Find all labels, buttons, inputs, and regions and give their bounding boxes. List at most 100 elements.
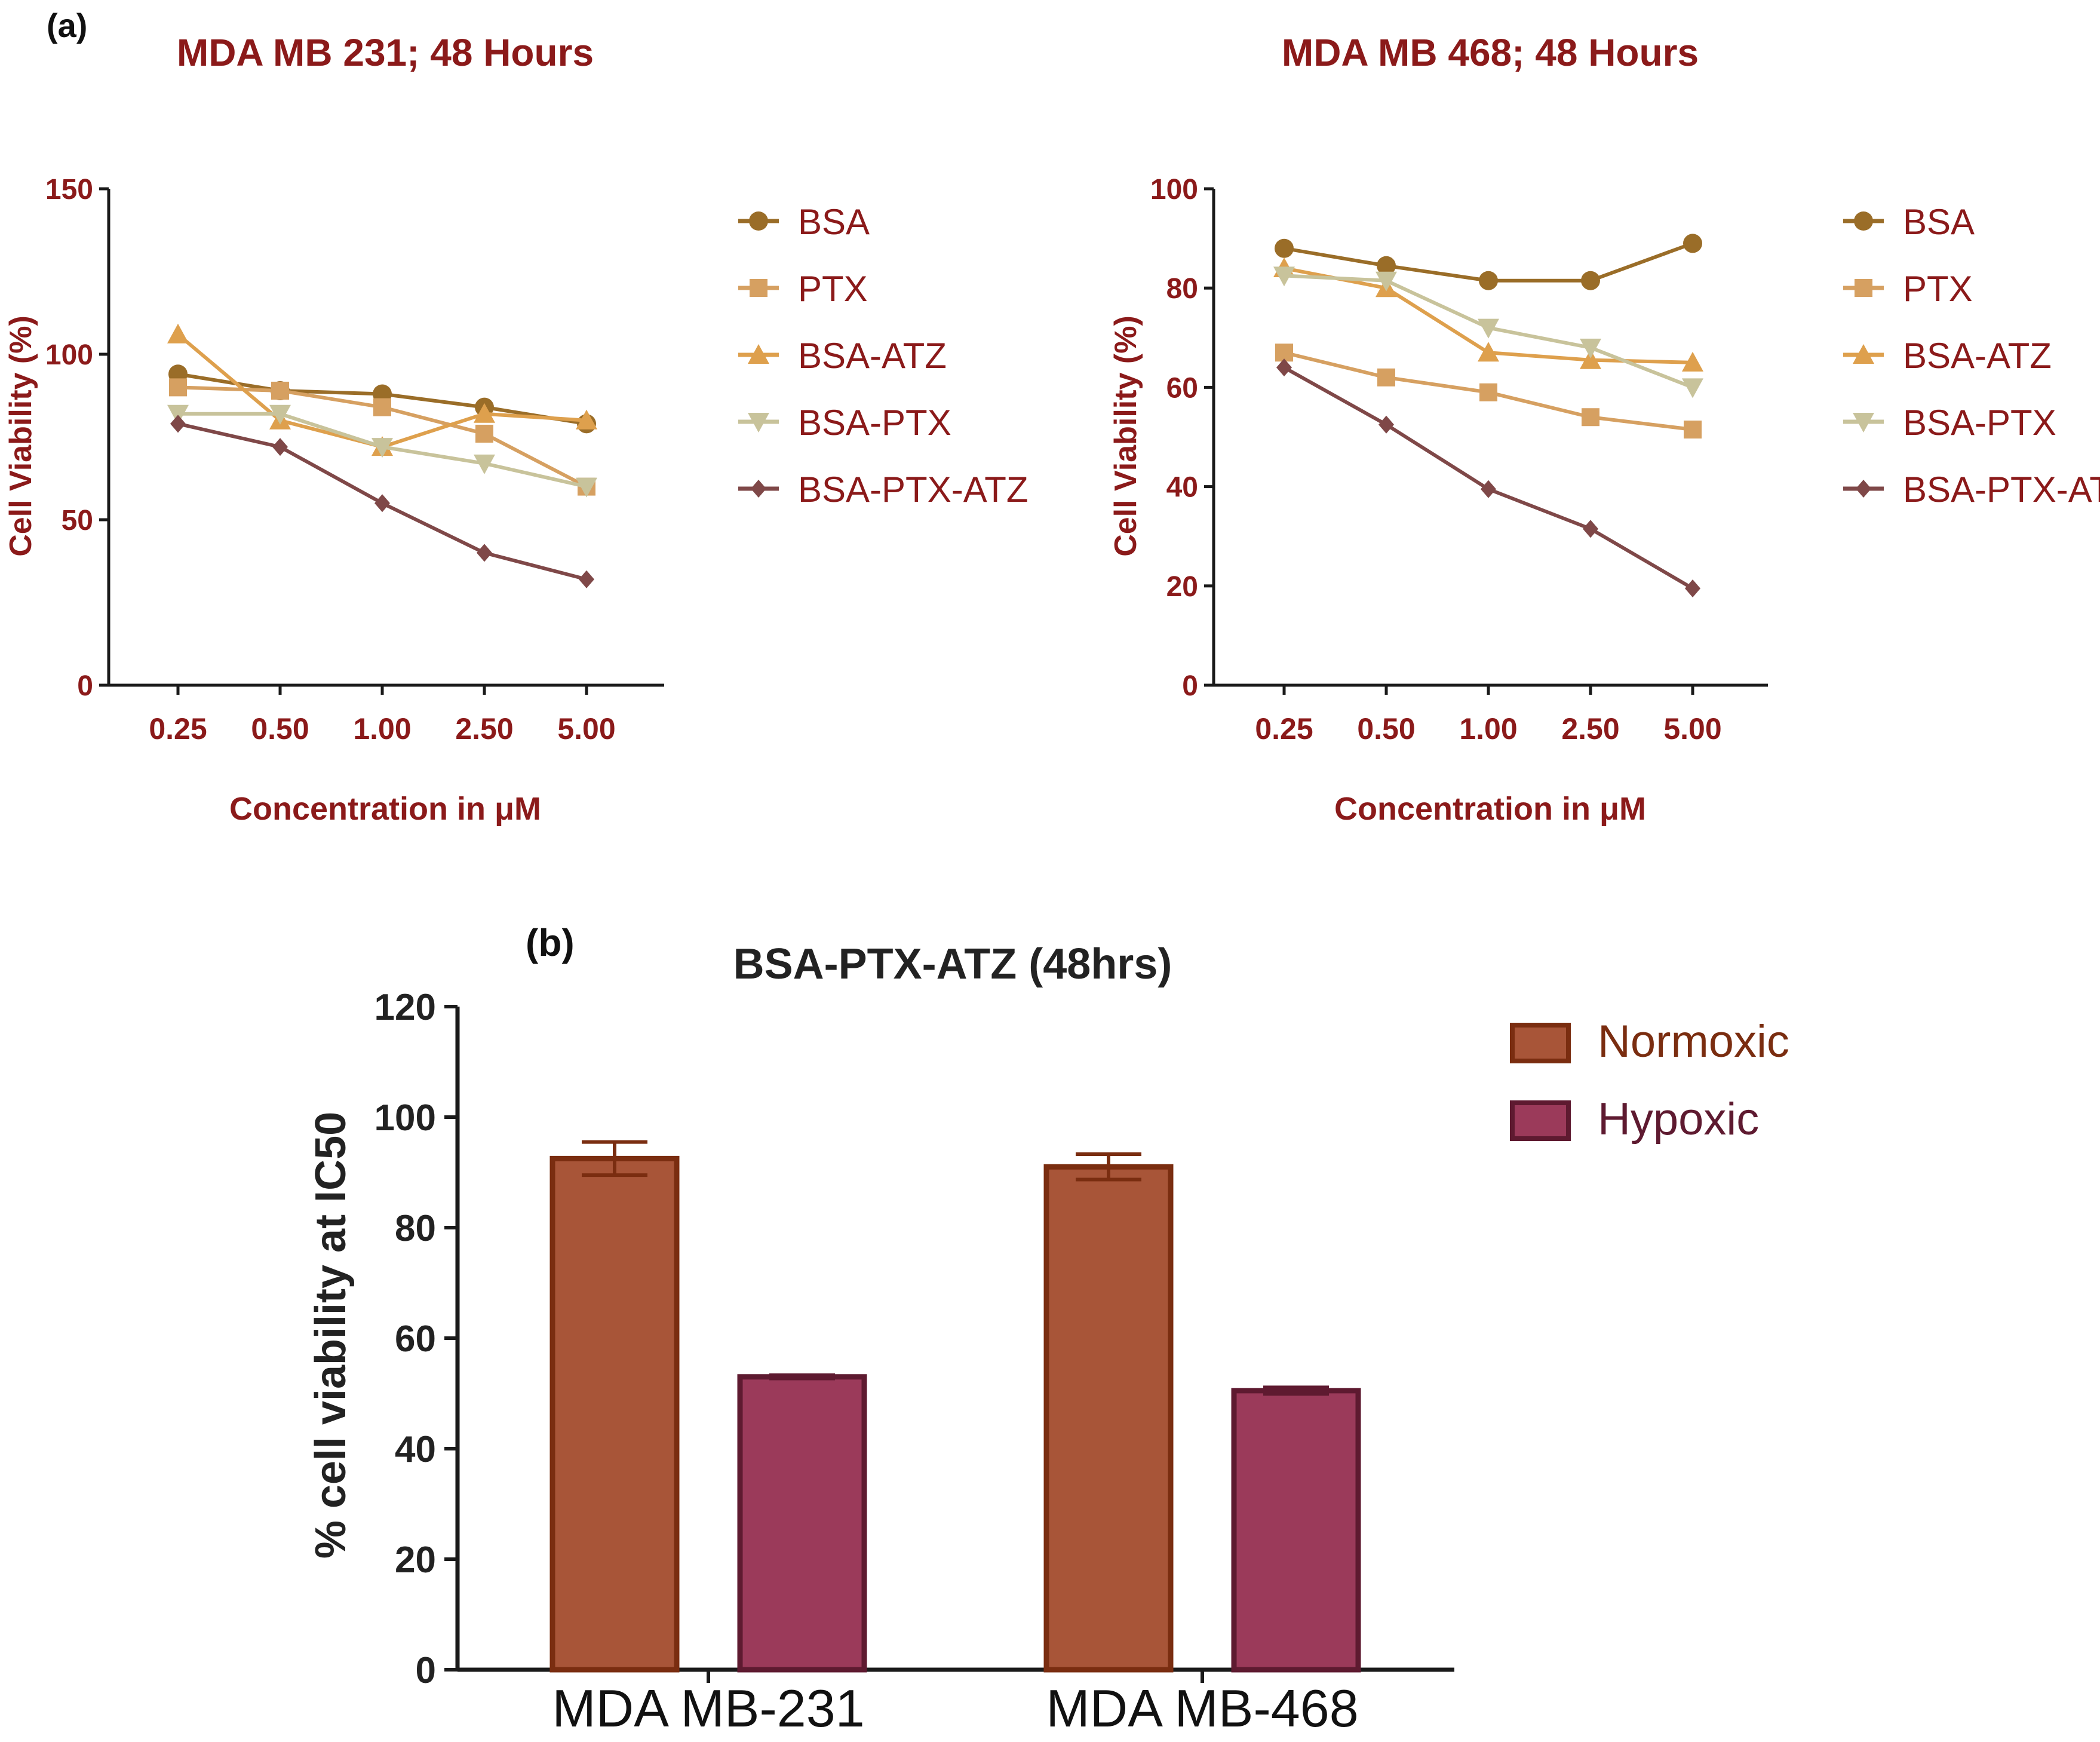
series-lines (167, 323, 597, 588)
legend-marker-bsa (1854, 211, 1873, 231)
line-chart-mb468: MDA MB 468; 48 Hours Cell Viability (%) … (1109, 31, 2100, 827)
legend-label: BSA-ATZ (798, 336, 947, 376)
data-point-bsa (1479, 271, 1498, 290)
data-point-bsa-ptx (1682, 378, 1703, 398)
y-tick-label: 100 (374, 1097, 436, 1139)
data-point-bsa-ptx (1580, 338, 1601, 358)
x-tick-label: 1.00 (1459, 712, 1517, 746)
data-point-bsa-ptx (576, 477, 597, 498)
data-point-ptx (1684, 421, 1702, 439)
y-tick-label: 120 (374, 987, 436, 1028)
legend-label: BSA-PTX-ATZ (798, 470, 1028, 510)
y-axis-label: Cell Viability (%) (1109, 315, 1143, 557)
bars (549, 1140, 1361, 1673)
y-tick-label: 0 (77, 670, 93, 702)
data-point-bsa-ptx-atz (579, 570, 594, 588)
data-point-bsa-ptx (372, 438, 393, 458)
legend-swatch-hypoxic (1510, 1100, 1571, 1141)
data-point-ptx (373, 398, 391, 416)
legend-label: BSA-ATZ (1903, 336, 2052, 376)
legend: BSA PTX BSA-ATZ BSA-PTX BSA-PTX-ATZ (738, 202, 1028, 510)
y-tick-label: 50 (62, 505, 93, 536)
axes: 0 20 40 60 80 100 120 MDA MB-231 MDA MB-468 (374, 987, 1454, 1738)
y-tick-label: 0 (1182, 670, 1198, 702)
data-point-bsa-ptx (1376, 271, 1397, 292)
legend-marker-bsa-ptx (748, 413, 769, 433)
legend-label: PTX (798, 269, 868, 309)
chart-title: MDA MB 468; 48 Hours (1282, 31, 1699, 74)
data-point-bsa-ptx-atz (374, 494, 390, 513)
data-point-bsa (1377, 256, 1396, 275)
data-point-bsa-ptx (474, 454, 495, 474)
data-point-bsa-ptx-atz (1685, 579, 1700, 597)
x-tick-label: 2.50 (455, 712, 513, 746)
data-point-bsa-ptx-atz (272, 438, 288, 456)
data-point-bsa-ptx-atz (1583, 520, 1598, 538)
panel-b-label: (b) (526, 921, 575, 964)
data-point-bsa-atz (576, 409, 597, 430)
data-point-bsa (1683, 234, 1702, 253)
y-tick-label: 150 (45, 174, 93, 206)
data-point-bsa-ptx-atz (1378, 415, 1394, 434)
y-tick-label: 60 (395, 1318, 436, 1360)
bar-chart-ic50: BSA-PTX-ATZ (48hrs) % cell viability at … (307, 940, 1789, 1738)
x-axis-label: Concentration in μM (229, 791, 541, 827)
y-tick-label: 0 (416, 1650, 436, 1691)
panel-a-label: (a) (47, 7, 87, 44)
data-point-bsa-atz (474, 403, 495, 423)
y-axis-label: % cell viability at IC50 (307, 1112, 355, 1559)
x-tick-label: MDA MB-468 (1046, 1679, 1358, 1738)
data-point-ptx (169, 378, 187, 397)
x-tick-label: 5.00 (1663, 712, 1721, 746)
y-tick-label: 40 (395, 1429, 436, 1470)
data-point-bsa-ptx-atz (170, 415, 186, 433)
y-tick-label: 100 (45, 339, 93, 371)
legend-marker-bsa-ptx (1853, 413, 1874, 433)
data-point-bsa-atz (1580, 349, 1601, 369)
y-tick-label: 100 (1150, 174, 1198, 206)
chart-title: MDA MB 231; 48 Hours (177, 31, 594, 74)
x-tick-label: 0.25 (149, 712, 207, 746)
legend-swatch-normoxic (1510, 1023, 1571, 1063)
legend-label: BSA-PTX (1903, 403, 2056, 443)
data-point-bsa-atz (167, 323, 189, 344)
data-point-ptx (1582, 408, 1599, 427)
data-point-bsa-ptx (269, 404, 291, 425)
legend-label: Hypoxic (1598, 1094, 1759, 1145)
x-tick-label: 0.50 (251, 712, 309, 746)
y-tick-label: 40 (1166, 472, 1198, 504)
bar-normoxic-1 (1043, 1164, 1174, 1673)
x-tick-label: 5.00 (557, 712, 615, 746)
x-tick-label: MDA MB-231 (552, 1679, 864, 1738)
legend-label: BSA (1903, 202, 1975, 242)
legend-marker-ptx (1855, 279, 1872, 297)
series-lines (1273, 234, 1703, 597)
x-tick-label: 1.00 (353, 712, 411, 746)
data-point-bsa-ptx (167, 404, 189, 425)
y-tick-label: 20 (1166, 571, 1198, 603)
axes: 0 50 100 150 0.25 0.50 1.00 2.50 5.00 (45, 174, 664, 746)
legend-label: BSA (798, 202, 870, 242)
x-tick-label: 0.50 (1357, 712, 1415, 746)
legend-label: BSA-PTX-ATZ (1903, 470, 2100, 510)
legend-label: Normoxic (1598, 1016, 1789, 1067)
legend: Normoxic Hypoxic (1510, 1016, 1789, 1145)
x-tick-label: 0.25 (1255, 712, 1313, 746)
legend-label: PTX (1903, 269, 1973, 309)
legend-label: BSA-PTX (798, 403, 951, 443)
data-point-bsa (1275, 238, 1294, 258)
axes: 0 20 40 60 80 100 0.25 0.50 1.00 2.50 5.00 (1150, 174, 1768, 746)
data-point-bsa-ptx (1273, 266, 1295, 287)
legend: BSA PTX BSA-ATZ BSA-PTX BSA-PTX-ATZ (1843, 202, 2100, 510)
line-chart-mb231: MDA MB 231; 48 Hours Cell Viability (%) … (4, 31, 1028, 827)
data-point-ptx (475, 424, 493, 443)
y-tick-label: 80 (1166, 273, 1198, 305)
legend-marker-bsa-atz (748, 344, 769, 364)
data-point-bsa-ptx-atz (477, 544, 492, 562)
legend-marker-bsa-ptx-atz (1856, 480, 1871, 498)
data-point-bsa-ptx-atz (1276, 358, 1292, 377)
data-point-bsa-atz (1682, 351, 1703, 372)
bar-normoxic-0 (549, 1155, 680, 1673)
chart-title: BSA-PTX-ATZ (48hrs) (733, 940, 1172, 988)
